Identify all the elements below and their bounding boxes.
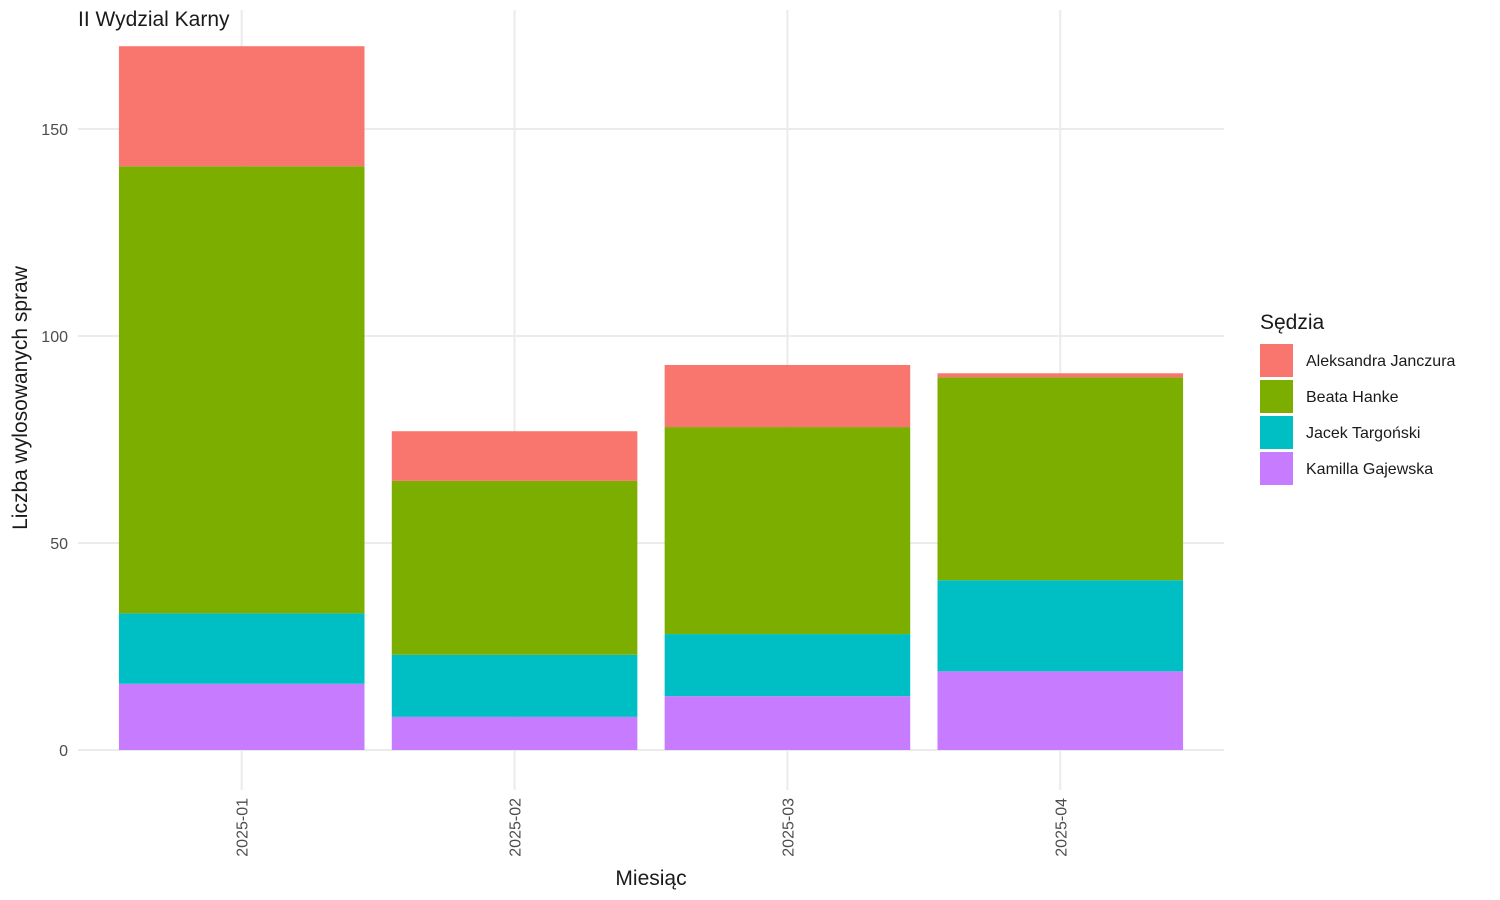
y-axis-ticks: 0 50 100 150 xyxy=(41,122,68,760)
legend-label: Beata Hanke xyxy=(1306,389,1399,406)
legend-items: Aleksandra Janczura Beata Hanke Jacek Targ… xyxy=(1260,344,1456,485)
bar-segment xyxy=(391,654,638,717)
y-tick-label: 100 xyxy=(41,329,68,346)
bar-segment xyxy=(664,696,911,750)
y-axis-title: Liczba wylosowanych spraw xyxy=(9,265,32,530)
legend-label: Jacek Targoński xyxy=(1306,425,1420,442)
legend-label: Kamilla Gajewska xyxy=(1306,461,1433,478)
x-tick-label: 2025-02 xyxy=(508,798,525,857)
bar-segment xyxy=(118,613,365,684)
legend-swatch xyxy=(1260,452,1293,485)
x-axis-title: Miesiąc xyxy=(615,867,686,890)
y-tick-label: 150 xyxy=(41,122,68,139)
bar-segment xyxy=(118,46,365,167)
bars xyxy=(118,46,1184,750)
bar-segment xyxy=(118,166,365,614)
y-tick-label: 0 xyxy=(59,743,68,760)
bar-segment xyxy=(118,683,365,750)
x-tick-label: 2025-03 xyxy=(780,798,797,857)
bar-segment xyxy=(391,716,638,750)
legend-title: Sędzia xyxy=(1260,311,1325,334)
bar-segment xyxy=(937,671,1184,750)
bar-segment xyxy=(664,364,911,428)
bar-segment xyxy=(937,580,1184,672)
legend-swatch xyxy=(1260,344,1293,377)
bar-segment xyxy=(664,427,911,635)
y-tick-label: 50 xyxy=(50,536,68,553)
x-axis-ticks: 2025-01 2025-02 2025-03 2025-04 xyxy=(235,798,1071,857)
legend-swatch xyxy=(1260,380,1293,413)
bar-segment xyxy=(391,431,638,481)
legend: Sędzia Aleksandra Janczura Beata Hanke Jac… xyxy=(1260,311,1456,485)
x-tick-label: 2025-01 xyxy=(235,798,252,857)
bar-segment xyxy=(937,373,1184,378)
bar-segment xyxy=(391,480,638,655)
bar-segment xyxy=(664,634,911,697)
x-tick-label: 2025-04 xyxy=(1053,798,1070,857)
chart-title: II Wydzial Karny xyxy=(78,8,230,31)
legend-label: Aleksandra Janczura xyxy=(1306,353,1456,370)
bar-segment xyxy=(937,377,1184,581)
legend-swatch xyxy=(1260,416,1293,449)
